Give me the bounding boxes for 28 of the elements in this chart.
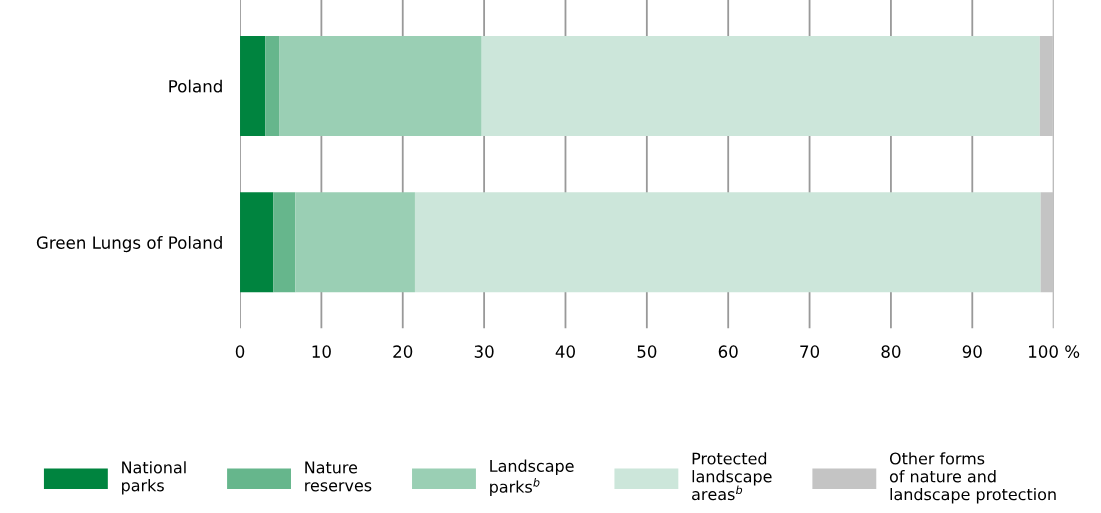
bar — [240, 192, 274, 293]
bar — [414, 192, 1041, 293]
legend-label: Landscape parks$^{b}$ — [490, 459, 574, 496]
x-tick-label: 70 — [800, 345, 820, 358]
x-tick-label: 40 — [555, 345, 575, 358]
bar — [265, 35, 280, 137]
x-tick-label: 60 — [718, 345, 738, 358]
legend-label: National parks — [122, 461, 186, 495]
x-tick-label: 50 — [637, 345, 657, 358]
legend-label: Other forms of nature and landscape protection — [889, 452, 1056, 504]
x-tick-label: 10 — [312, 345, 331, 358]
bar — [295, 192, 415, 293]
y-tick-label: Green Lungs of Poland — [36, 236, 222, 253]
bar — [481, 35, 1040, 137]
legend-label: Nature reserves — [305, 461, 372, 492]
x-tick-label: 30 — [474, 345, 494, 358]
bar — [279, 35, 482, 137]
bar — [273, 192, 296, 293]
bar — [1039, 35, 1053, 137]
x-tick-label: 20 — [393, 345, 413, 358]
bar — [240, 35, 266, 137]
bar — [1040, 192, 1054, 293]
legend-label: Protected landscape areas$^{b}$ — [692, 452, 772, 501]
x-tick-label: 100 % — [1029, 345, 1080, 358]
x-tick-label: 0 — [235, 345, 245, 358]
x-tick-label: 90 — [962, 345, 982, 358]
y-tick-label: Poland — [169, 79, 222, 93]
x-tick-label: 80 — [881, 345, 901, 358]
